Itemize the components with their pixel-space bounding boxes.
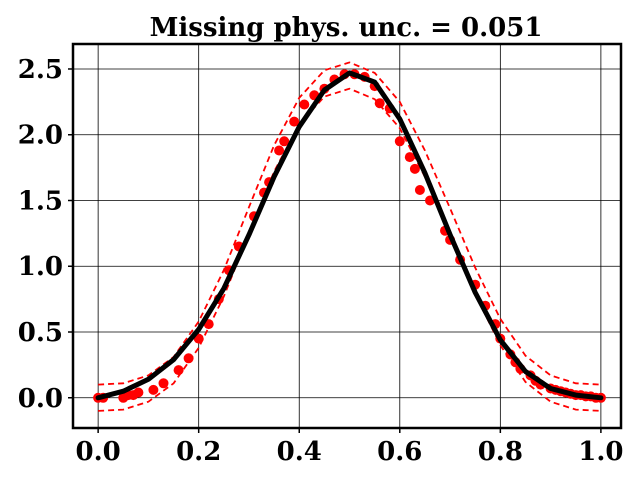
x-tick-label: 0.8 xyxy=(478,437,523,467)
y-tick-label: 1.0 xyxy=(18,252,63,282)
upper-band-line xyxy=(98,61,601,386)
data-point xyxy=(289,116,300,127)
data-point xyxy=(374,98,385,109)
data-point xyxy=(299,99,310,110)
data-point xyxy=(133,387,144,398)
truth-curve xyxy=(95,70,604,401)
data-point xyxy=(394,136,405,147)
y-tick-label: 0.0 xyxy=(18,384,63,414)
x-tick-label: 0.2 xyxy=(176,437,221,467)
data-point xyxy=(274,145,285,156)
data-point xyxy=(414,185,425,195)
grid xyxy=(73,44,621,428)
lower-band-line xyxy=(98,87,601,412)
data-point xyxy=(158,378,169,389)
y-tick-label: 1.5 xyxy=(18,186,63,216)
x-tick-label: 0.0 xyxy=(76,437,121,467)
truth-curve-group xyxy=(95,70,604,401)
x-tick-label: 1.0 xyxy=(578,437,623,467)
y-tick-label: 2.5 xyxy=(18,55,63,85)
data-point xyxy=(409,163,420,174)
y-tick-label: 2.0 xyxy=(18,121,63,151)
x-tick-label: 0.4 xyxy=(277,437,322,467)
data-point xyxy=(148,384,159,395)
data-point xyxy=(183,353,194,364)
x-axis-ticks: 0.0 0.2 0.4 0.6 0.8 1.0 xyxy=(76,428,624,467)
data-point xyxy=(173,365,184,376)
uncertainty-band xyxy=(98,61,601,412)
plot-frame xyxy=(71,42,623,430)
y-axis-ticks: 0.0 0.5 1.0 1.5 2.0 2.5 xyxy=(18,55,73,414)
y-tick-label: 0.5 xyxy=(18,318,63,348)
x-tick-label: 0.6 xyxy=(377,437,422,467)
chart-title: Missing phys. unc. = 0.051 xyxy=(150,13,543,43)
data-point xyxy=(279,136,290,147)
data-points xyxy=(93,69,606,403)
data-point xyxy=(404,152,415,163)
